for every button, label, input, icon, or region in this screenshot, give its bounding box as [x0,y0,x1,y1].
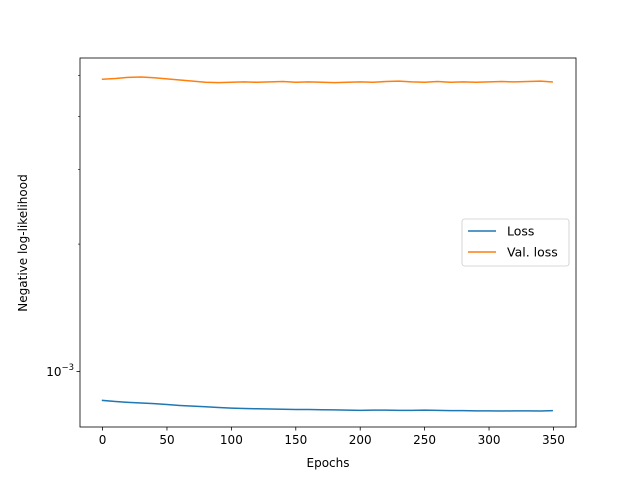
legend-label-loss: Loss [507,224,534,239]
series-line-loss [101,399,553,412]
x-tick-label: 350 [542,433,565,447]
series-line-val-loss [101,76,553,84]
x-axis-label: Epochs [307,456,350,470]
axes-frame [79,57,577,428]
x-tick-label: 200 [349,433,372,447]
y-axis-label: Negative log-likelihood [16,174,30,311]
x-tick-label: 0 [99,433,107,447]
x-tick-label: 50 [159,433,174,447]
plot-area [101,76,553,412]
legend: Loss Val. loss [461,218,570,267]
x-tick-label: 150 [284,433,307,447]
x-tick-label: 250 [413,433,436,447]
y-tick-label: 10−3 [46,363,74,379]
x-tick-label: 300 [478,433,501,447]
x-tick-label: 100 [220,433,243,447]
legend-label-val-loss: Val. loss [507,245,558,260]
axes: 0 50 100 150 200 250 300 350 10−3 [46,57,577,447]
